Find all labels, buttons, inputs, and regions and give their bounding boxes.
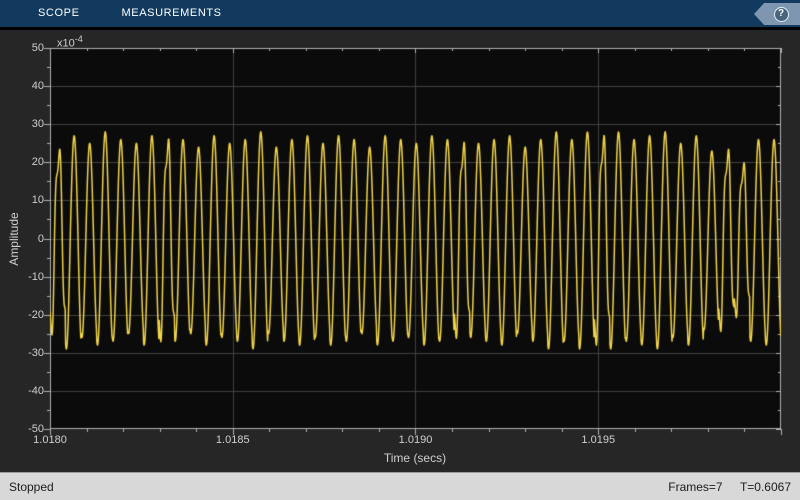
x-axis-label: Time (secs) [383,451,447,465]
status-text: Stopped [9,479,54,494]
scope-figure: x10-4 Amplitude Time (secs) 50 40 30 20 10 0 -… [0,30,800,472]
toolstrip: SCOPE MEASUREMENTS ? [0,0,800,30]
y-tick-label: 20 [31,156,44,169]
y-tick-label: -40 [28,384,44,397]
x-tick-label: 1.0190 [398,434,433,446]
x-tick-label: 1.0185 [215,434,250,446]
y-tick-label: -50 [28,423,44,435]
y-axis-label: Amplitude [7,212,21,266]
y-tick-label: -10 [28,270,44,283]
y-tick-label: 40 [31,80,44,93]
time-counter: T=0.6067 [739,479,791,494]
question-mark-icon: ? [773,6,789,22]
waveform-plot[interactable] [0,30,800,469]
y-tick-label: 0 [37,232,44,245]
help-button[interactable]: ? [754,3,800,25]
y-tick-label: -20 [28,308,44,321]
y-axis-multiplier: x10-4 [57,34,83,50]
tab-measurements[interactable]: MEASUREMENTS [121,7,222,19]
y-tick-label: 10 [31,194,44,207]
status-bar: Stopped Frames=7 T=0.6067 [0,472,800,500]
status-counters: Frames=7 T=0.6067 [654,480,791,494]
y-tick-label: 30 [31,118,44,131]
x-tick-label: 1.0180 [33,434,67,446]
y-tick-label: 50 [31,42,44,54]
tab-scope[interactable]: SCOPE [38,7,80,19]
x-tick-label: 1.0195 [581,434,616,446]
frames-counter: Frames=7 [668,479,723,494]
y-tick-label: -30 [28,346,44,359]
